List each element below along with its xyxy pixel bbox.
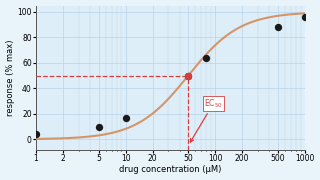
Text: EC$_{50}$: EC$_{50}$ [190, 97, 223, 142]
Point [186, 74, 191, 77]
X-axis label: drug concentration (μM): drug concentration (μM) [119, 165, 221, 174]
Point [204, 56, 209, 59]
Point [123, 116, 128, 119]
Point [302, 16, 307, 19]
Point [275, 26, 280, 29]
Point [34, 133, 38, 136]
Point [96, 125, 101, 128]
Point [186, 74, 191, 77]
Y-axis label: response (% max): response (% max) [5, 39, 14, 116]
